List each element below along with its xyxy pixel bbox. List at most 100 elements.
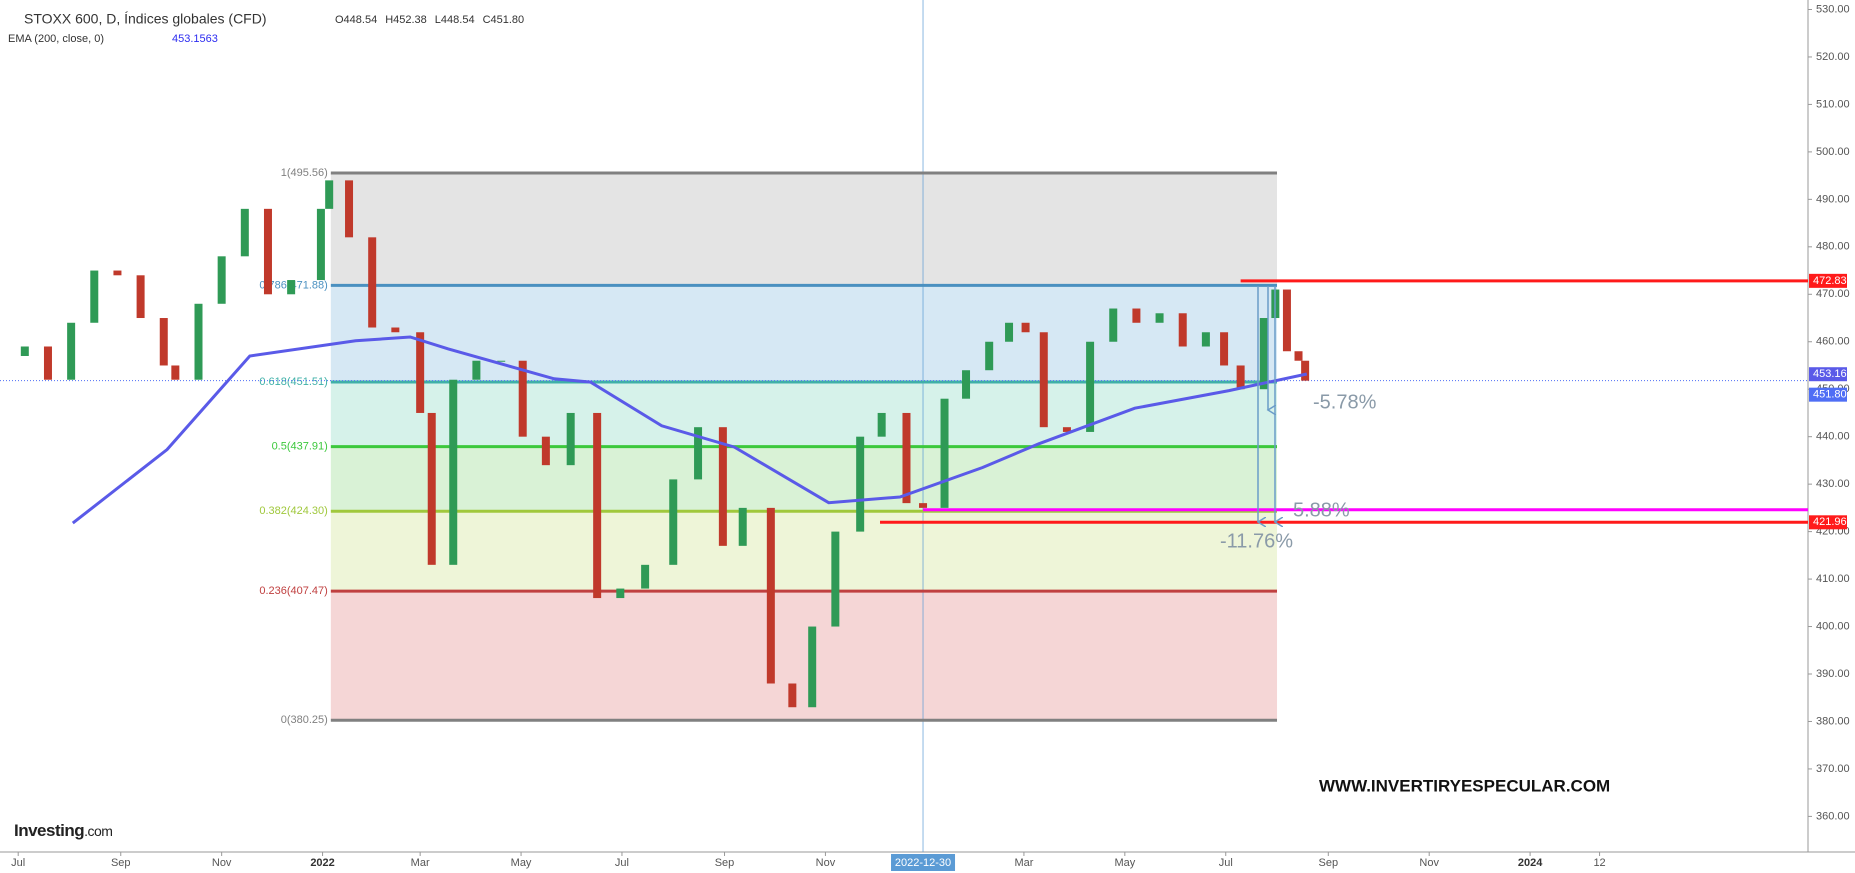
fib-label: 0.5(437.91) (272, 441, 328, 453)
ohlc-value: O448.54 (335, 14, 377, 26)
logo-suffix: .com (84, 823, 112, 839)
x-tick-label: 2022 (310, 857, 334, 869)
candle-body (1282, 289, 1291, 352)
candle-body (1294, 351, 1303, 361)
y-tick-label: 430.00 (1816, 478, 1850, 490)
price-label-bg (1809, 273, 1847, 288)
x-tick-label: Mar (1014, 857, 1033, 869)
price-label: 453.16 (1813, 368, 1847, 380)
price-label-bg (1809, 367, 1847, 382)
y-tick-label: 390.00 (1816, 668, 1850, 680)
ema-name: EMA (200, close, 0) (8, 33, 104, 45)
x-tick-label: 12 (1593, 857, 1605, 869)
candle-body (194, 303, 203, 380)
fib-label: 1(495.56) (281, 167, 328, 179)
x-tick-label: Jul (11, 857, 25, 869)
candle-body (1086, 341, 1095, 432)
fib-zone (330, 511, 1278, 592)
candle-body (541, 436, 550, 466)
candle-body (391, 327, 400, 333)
candle-body (566, 412, 575, 466)
candle-body (1155, 313, 1164, 323)
fib-zone (330, 285, 1278, 383)
candle-body (808, 626, 817, 708)
price-label: 451.80 (1813, 389, 1847, 401)
price-label-bg (1809, 387, 1847, 402)
candle-body (67, 322, 76, 380)
candle-body (919, 503, 928, 508)
x-tick-label: Sep (111, 857, 131, 869)
annotation: -11.76% (1220, 530, 1293, 552)
fib-zone (330, 446, 1278, 512)
candle-body (738, 507, 747, 546)
candle-body (1109, 308, 1118, 342)
price-label: 421.96 (1813, 516, 1847, 528)
candle-body (1021, 322, 1030, 333)
y-tick-label: 500.00 (1816, 146, 1850, 158)
candle-body (287, 280, 296, 295)
ema-line (71, 335, 1308, 525)
candle-body (1178, 313, 1187, 347)
fib-label: 0.618(451.51) (259, 376, 328, 388)
x-tick-label: Nov (816, 857, 836, 869)
fib-label: 0.382(424.30) (259, 505, 328, 517)
candle-body (20, 346, 29, 356)
candle-body (449, 379, 458, 565)
candle-body (90, 270, 99, 323)
candle-body (877, 412, 886, 437)
annotation: 5.88% (1293, 499, 1350, 521)
candle-body (1039, 332, 1048, 428)
candle-body (416, 332, 425, 413)
candle-body (1005, 322, 1014, 342)
candle-body (263, 208, 272, 295)
ohlc-value: H452.38 (385, 14, 427, 26)
candle-body (788, 683, 797, 708)
ema-value: 453.1563 (172, 33, 218, 45)
y-tick-label: 470.00 (1816, 288, 1850, 300)
candle-body (240, 208, 249, 257)
x-tick-label: Jul (1219, 857, 1233, 869)
x-tick-label: Mar (411, 857, 430, 869)
price-label-bg (1809, 515, 1847, 530)
y-tick-label: 510.00 (1816, 98, 1850, 110)
fib-label: 0.236(407.47) (259, 585, 328, 597)
candle-body (113, 270, 122, 276)
candle-body (518, 360, 527, 437)
candle-body (831, 531, 840, 627)
candle-body (1301, 360, 1310, 381)
candle-body (641, 564, 650, 589)
y-tick-label: 370.00 (1816, 763, 1850, 775)
y-tick-label: 490.00 (1816, 193, 1850, 205)
candle-body (1062, 427, 1071, 432)
candle-body (962, 370, 971, 399)
watermark: WWW.INVERTIRYESPECULAR.COM (1319, 776, 1610, 795)
y-tick-label: 480.00 (1816, 241, 1850, 253)
candle-body (1132, 308, 1141, 323)
candle-body (43, 346, 52, 380)
y-tick-label: 380.00 (1816, 715, 1850, 727)
candle-body (694, 427, 703, 480)
fib-zone (330, 591, 1278, 721)
crosshair-label: 2022-12-30 (895, 857, 951, 869)
x-tick-label: May (1114, 857, 1135, 869)
candle-body (497, 360, 506, 362)
candle-body (766, 507, 775, 684)
candle-body (940, 398, 949, 508)
fib-zone (330, 172, 1278, 286)
y-tick-label: 460.00 (1816, 336, 1850, 348)
x-tick-label: Jul (615, 857, 629, 869)
candle-body (368, 237, 377, 328)
candle-body (345, 180, 354, 238)
candle-body (316, 208, 325, 281)
y-tick-label: 440.00 (1816, 431, 1850, 443)
candle-body (217, 256, 226, 304)
candle-body (593, 412, 602, 599)
chart-title: STOXX 600, D, Índices globales (CFD) (24, 11, 267, 27)
candle-body (718, 427, 727, 546)
x-tick-label: 2024 (1518, 857, 1543, 869)
candle-body (171, 365, 180, 380)
candle-body (1259, 318, 1268, 390)
y-tick-label: 360.00 (1816, 810, 1850, 822)
candle-body (616, 588, 625, 599)
